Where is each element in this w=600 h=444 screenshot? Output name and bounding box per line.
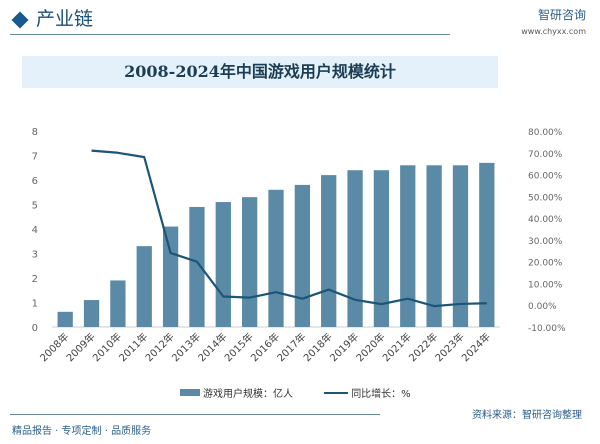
bar <box>189 206 205 327</box>
footer-tagline: 精品报告 · 专项定制 · 品质服务 <box>12 426 152 437</box>
left-tick-label: 0 <box>32 323 38 334</box>
left-tick-label: 2 <box>32 274 38 285</box>
bar <box>136 246 152 327</box>
bar <box>268 189 284 327</box>
legend-swatch-bar <box>180 389 200 396</box>
legend-label-line: 同比增长：% <box>351 389 411 400</box>
bar <box>110 280 126 327</box>
right-tick-label: 70.00% <box>528 150 563 160</box>
legend: 游戏用户规模：亿人 同比增长：% <box>180 385 411 400</box>
left-tick-label: 3 <box>32 250 38 261</box>
legend-swatch-line <box>324 391 349 394</box>
divider <box>10 34 450 35</box>
left-tick-label: 1 <box>32 299 38 310</box>
bar <box>400 165 416 327</box>
bar <box>215 202 231 327</box>
bar <box>83 300 100 327</box>
logo-url: www.chyxx.com <box>521 27 586 36</box>
right-tick-label: -10.00% <box>528 324 566 334</box>
bar <box>347 170 363 327</box>
logo: 智研咨询 <box>537 8 586 22</box>
bar <box>373 170 390 327</box>
right-tick-label: 20.00% <box>528 259 563 269</box>
section-title: 产业链 <box>36 8 94 30</box>
right-tick-label: 50.00% <box>528 193 563 203</box>
right-tick-label: 30.00% <box>528 237 563 247</box>
legend-label-bar: 游戏用户规模：亿人 <box>203 389 293 400</box>
right-tick-label: 40.00% <box>528 215 563 225</box>
bar <box>452 165 469 327</box>
right-tick-label: 0.00% <box>528 302 557 312</box>
left-tick-label: 5 <box>32 201 38 212</box>
bar <box>242 197 258 327</box>
source-note: 资料来源：智研咨询整理 <box>472 410 582 421</box>
bar <box>162 226 179 327</box>
left-tick-label: 8 <box>32 127 38 138</box>
growth-line <box>91 149 487 308</box>
left-tick-label: 4 <box>32 225 38 236</box>
bar <box>321 175 337 327</box>
right-tick-label: 80.00% <box>528 128 563 138</box>
right-tick-label: 10.00% <box>528 280 563 290</box>
bar <box>294 184 310 327</box>
right-tick-label: 60.00% <box>528 172 563 182</box>
chart-title: 2008-2024年中国游戏用户规模统计 <box>22 56 498 88</box>
footer-divider <box>10 414 380 415</box>
bar <box>426 165 442 327</box>
left-tick-label: 7 <box>32 152 38 163</box>
bar <box>57 311 73 327</box>
left-tick-label: 6 <box>32 176 38 187</box>
x-tick-label: 2024年 <box>459 330 493 364</box>
bar <box>479 162 495 327</box>
section-header: 产业链 <box>11 4 94 31</box>
